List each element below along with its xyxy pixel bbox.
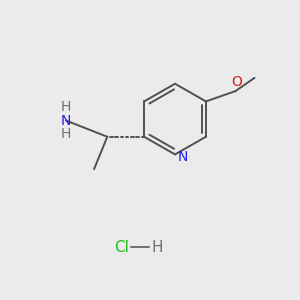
Text: Cl: Cl: [115, 240, 129, 255]
Text: H: H: [61, 127, 71, 141]
Text: H: H: [61, 100, 71, 114]
Text: N: N: [178, 150, 188, 164]
Text: O: O: [231, 75, 242, 89]
Text: N: N: [61, 114, 71, 128]
Text: H: H: [152, 240, 163, 255]
